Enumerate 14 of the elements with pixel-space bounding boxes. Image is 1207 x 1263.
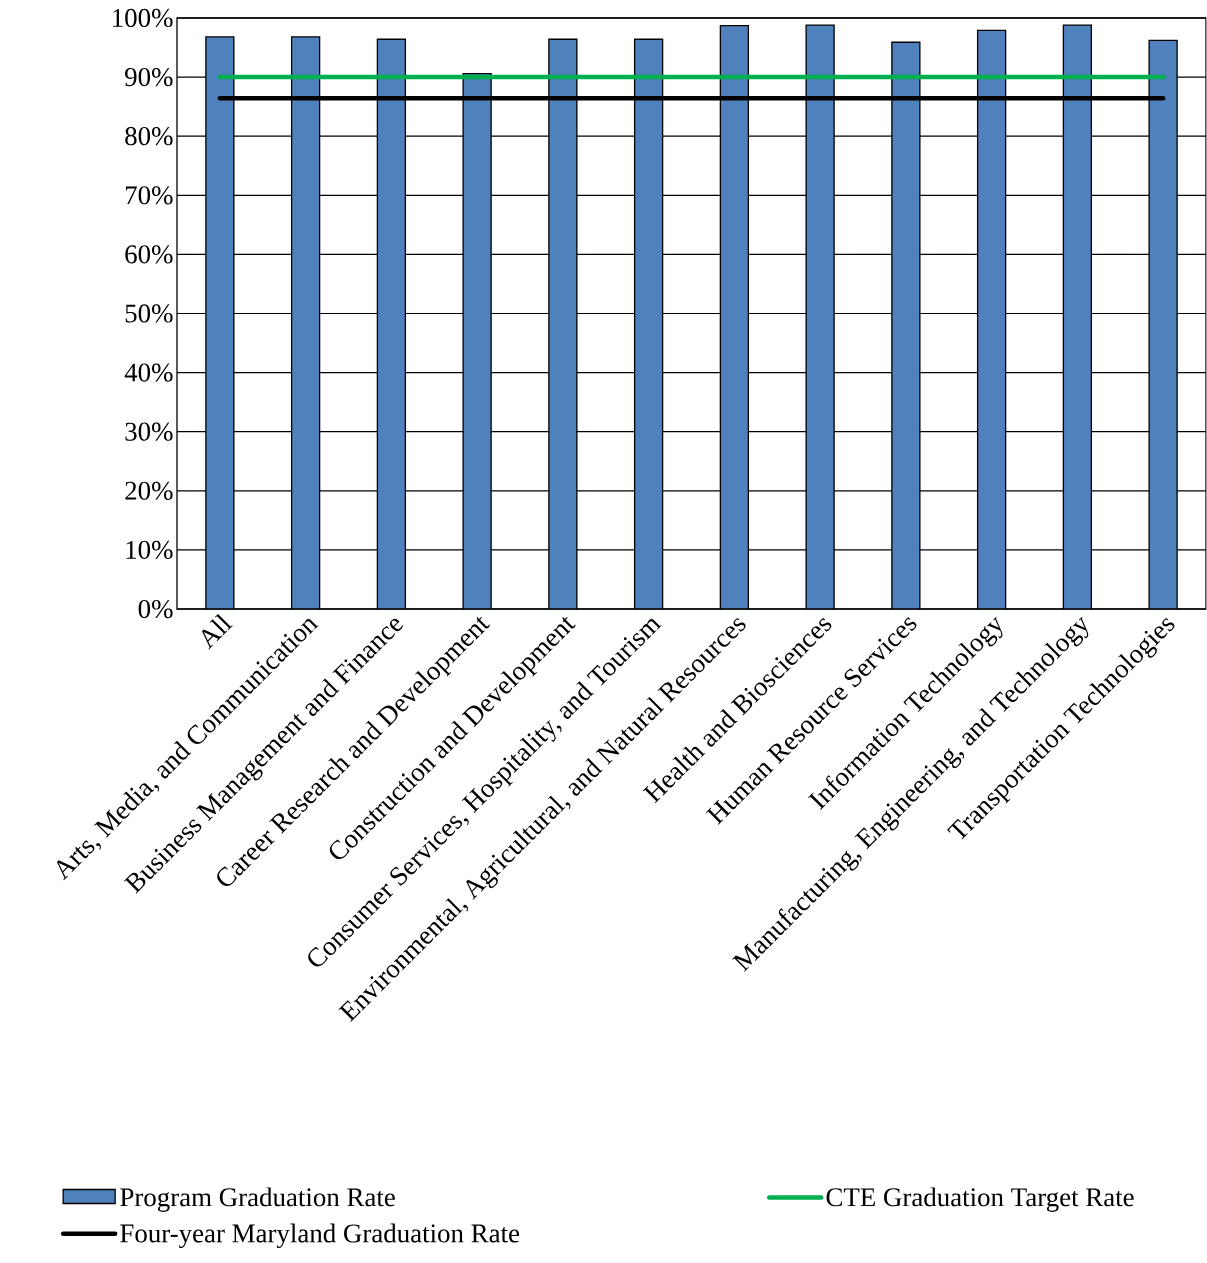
legend-label: Program Graduation Rate [120,1187,396,1212]
y-tick-label: 80% [125,127,173,146]
y-tick-label: 100% [113,8,173,28]
y-tick-label: 90% [125,67,173,87]
y-tick-label: 30% [125,422,173,441]
y-tick-label: 70% [126,186,173,205]
y-tick-label: 0% [138,599,173,619]
y-tick-label: 50% [125,304,173,323]
y-tick-label: 60% [125,245,173,264]
y-tick-label: 10% [126,540,173,560]
y-tick-label: 20% [125,481,173,500]
y-tick-label: 40% [124,363,173,382]
legend-label: Four-year Maryland Graduation Rate [120,1223,520,1249]
legend-label: CTE Graduation Target Rate [826,1187,1134,1212]
